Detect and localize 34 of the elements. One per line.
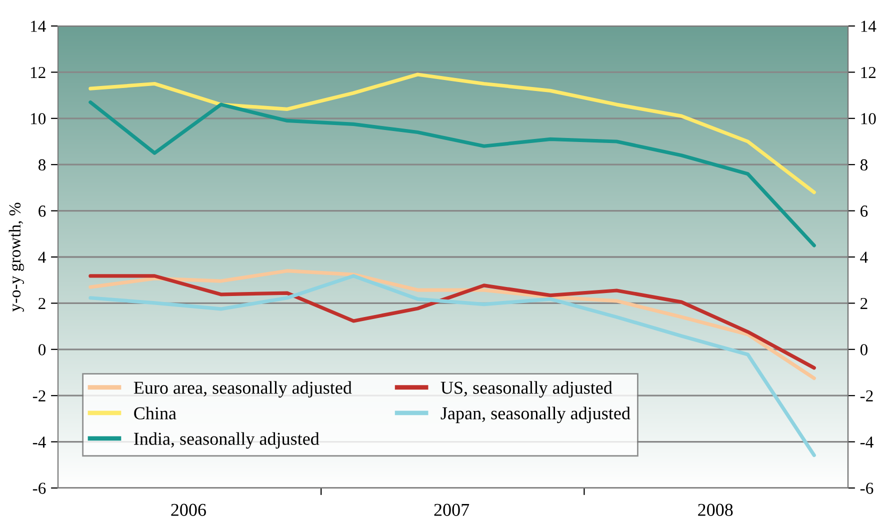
y-tick-label: 6 [38, 206, 46, 217]
y-tick-label: 10 [30, 113, 46, 124]
x-tick-label: 2007 [434, 504, 470, 516]
y2-tick-label: -4 [860, 436, 874, 448]
line-series [88, 274, 816, 458]
y-tick-label: -2 [32, 390, 46, 402]
y2-tick-label: 8 [860, 159, 868, 171]
line-series [88, 100, 816, 248]
y-tick-label: 8 [38, 159, 46, 171]
y2-tick-label: 4 [860, 252, 868, 263]
y2-tick-label: 10 [861, 113, 876, 124]
y-tick-label: 4 [38, 252, 46, 263]
x-tick-label: 2006 [171, 504, 206, 516]
y-tick-label: 14 [30, 20, 46, 32]
legend-label: India, seasonally adjusted [134, 432, 320, 449]
y-axis-title: y-o-y growth, % [8, 202, 24, 312]
legend-label: Euro area, seasonally adjusted [134, 381, 352, 398]
y-tick-label: -6 [32, 482, 46, 494]
y2-tick-label: 0 [860, 344, 868, 356]
x-tick-label: 2008 [698, 504, 733, 516]
legend-label: US, seasonally adjusted [440, 381, 612, 398]
y-tick-label: 12 [30, 66, 46, 78]
y2-tick-label: 14 [861, 20, 876, 32]
y-tick-label: -4 [32, 436, 46, 448]
line-series [88, 72, 816, 194]
legend-label: Japan, seasonally adjusted [440, 406, 630, 424]
y2-tick-label: -6 [860, 482, 874, 494]
y2-tick-label: 6 [860, 206, 868, 217]
y-tick-label: 0 [38, 344, 46, 356]
legend-label: China [134, 406, 176, 420]
y2-tick-label: 2 [860, 298, 868, 309]
y2-tick-label: -2 [860, 390, 873, 402]
y2-tick-label: 12 [861, 66, 876, 78]
y-tick-label: 2 [38, 298, 46, 309]
